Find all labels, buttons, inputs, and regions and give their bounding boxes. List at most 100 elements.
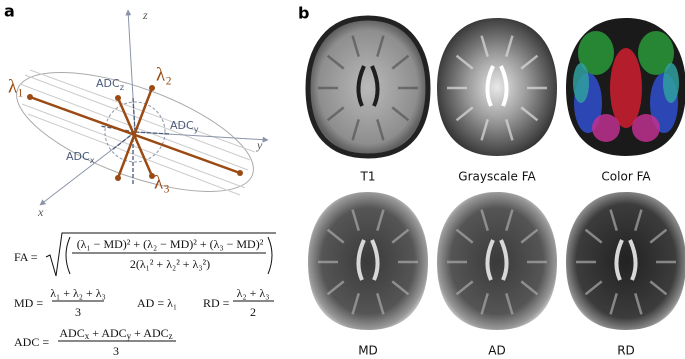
- brain-image: AD: [437, 192, 557, 358]
- formula-lhs: FA =: [14, 250, 38, 264]
- sulcus: [520, 228, 539, 244]
- adc-label: ADCy: [170, 119, 199, 134]
- ventricle: [485, 239, 495, 281]
- sulcus: [326, 228, 345, 244]
- denominator: 3: [113, 344, 119, 358]
- ventricle: [485, 65, 495, 107]
- text-run: ADC: [96, 77, 120, 90]
- sulcus: [480, 209, 489, 231]
- panel-label: a: [4, 2, 15, 21]
- brain-image: Color FA: [566, 18, 685, 184]
- sulcus: [634, 293, 643, 315]
- circle: [104, 101, 166, 163]
- sulcus: [351, 35, 360, 57]
- paren: [267, 236, 273, 275]
- subscript: z: [120, 82, 124, 92]
- text-run: ADC: [170, 119, 194, 132]
- sulcus: [391, 228, 410, 244]
- ventricle: [628, 239, 638, 281]
- numerator: ADCx + ADCy + ADCz: [59, 326, 172, 341]
- image-caption: MD: [358, 344, 378, 358]
- tract: [638, 31, 674, 75]
- sulcus: [480, 35, 489, 57]
- sulcus: [520, 280, 539, 296]
- y-axis: [134, 131, 269, 143]
- text-run: + ADC: [89, 326, 126, 340]
- sulcus: [455, 228, 474, 244]
- sulcus: [351, 119, 360, 141]
- sulcus: [326, 280, 345, 296]
- axis-label: z: [142, 8, 148, 22]
- sulcus: [376, 119, 385, 141]
- sulcus: [584, 280, 603, 296]
- sulcus: [351, 209, 360, 231]
- eigenvalue-label: λ₂: [156, 64, 172, 85]
- tract: [592, 114, 620, 142]
- sulcus: [505, 35, 514, 57]
- ventricle: [499, 65, 509, 107]
- brain-outline: [437, 192, 557, 330]
- sulcus: [480, 293, 489, 315]
- eigenvectors: [29, 87, 241, 179]
- sulcus: [505, 119, 514, 141]
- formula-lhs: ADC =: [14, 335, 49, 349]
- ventricle: [499, 239, 509, 281]
- sulcus: [505, 293, 514, 315]
- image-caption: RD: [617, 344, 635, 358]
- paren: [65, 236, 71, 275]
- subscript: x: [85, 331, 90, 341]
- formula-lhs: MD =: [14, 296, 43, 310]
- image-caption: Grayscale FA: [458, 170, 536, 184]
- formula-lhs: RD =: [203, 296, 230, 310]
- sulcus: [609, 209, 618, 231]
- brain-image: T1: [305, 15, 431, 184]
- axis-label: y: [256, 138, 263, 152]
- sulcus: [391, 106, 410, 122]
- endpoints: [27, 85, 243, 181]
- formulas: FA = (λ₁ − MD)² + (λ₂ − MD)² + (λ₃ − MD)…: [14, 232, 276, 358]
- subscript: x: [90, 155, 95, 165]
- sulcus: [649, 228, 668, 244]
- image-caption: AD: [488, 344, 505, 358]
- ventricle: [356, 239, 366, 281]
- brain-outline: [566, 192, 685, 330]
- brain-image: MD: [308, 192, 428, 358]
- tract: [610, 48, 642, 128]
- sulcus: [351, 293, 360, 315]
- sulcus: [391, 54, 410, 70]
- formula: AD = λ₁: [137, 296, 177, 310]
- text-run: ADC: [66, 150, 90, 163]
- adc-label: ADCz: [96, 77, 124, 92]
- axis-label: x: [37, 205, 44, 219]
- denominator: 2(λ₁² + λ₂² + λ₃²): [130, 257, 210, 271]
- image-grid: T1 Grayscale FA Color FA MD AD RD: [305, 15, 685, 358]
- brain-image: Grayscale FA: [437, 18, 557, 184]
- denominator: 2: [250, 305, 256, 319]
- subscript: y: [127, 331, 132, 341]
- subscript: z: [169, 331, 173, 341]
- sulcus: [376, 293, 385, 315]
- text-run: ADC: [59, 326, 84, 340]
- ventricle: [370, 65, 380, 107]
- sulcus: [609, 293, 618, 315]
- sulcus: [391, 280, 410, 296]
- brain-image: RD: [566, 192, 685, 358]
- image-caption: Color FA: [601, 170, 651, 184]
- numerator: λ₁ + λ₂ + λ₃: [50, 286, 106, 300]
- sulcus: [649, 280, 668, 296]
- brain-outline: [305, 15, 431, 159]
- ventricle: [614, 239, 624, 281]
- sulcus: [376, 35, 385, 57]
- tract: [632, 114, 660, 142]
- eigenvalue-label: λ₁: [8, 76, 24, 97]
- sulcus: [455, 54, 474, 70]
- numerator: λ₂ + λ₃: [237, 286, 270, 300]
- brain-outline: [437, 18, 557, 156]
- text-run: + ADC: [131, 326, 168, 340]
- panel-label: b: [298, 4, 309, 23]
- tract: [578, 31, 614, 75]
- brain-outline: [308, 192, 428, 330]
- sulcus: [634, 209, 643, 231]
- ventricle: [370, 239, 380, 281]
